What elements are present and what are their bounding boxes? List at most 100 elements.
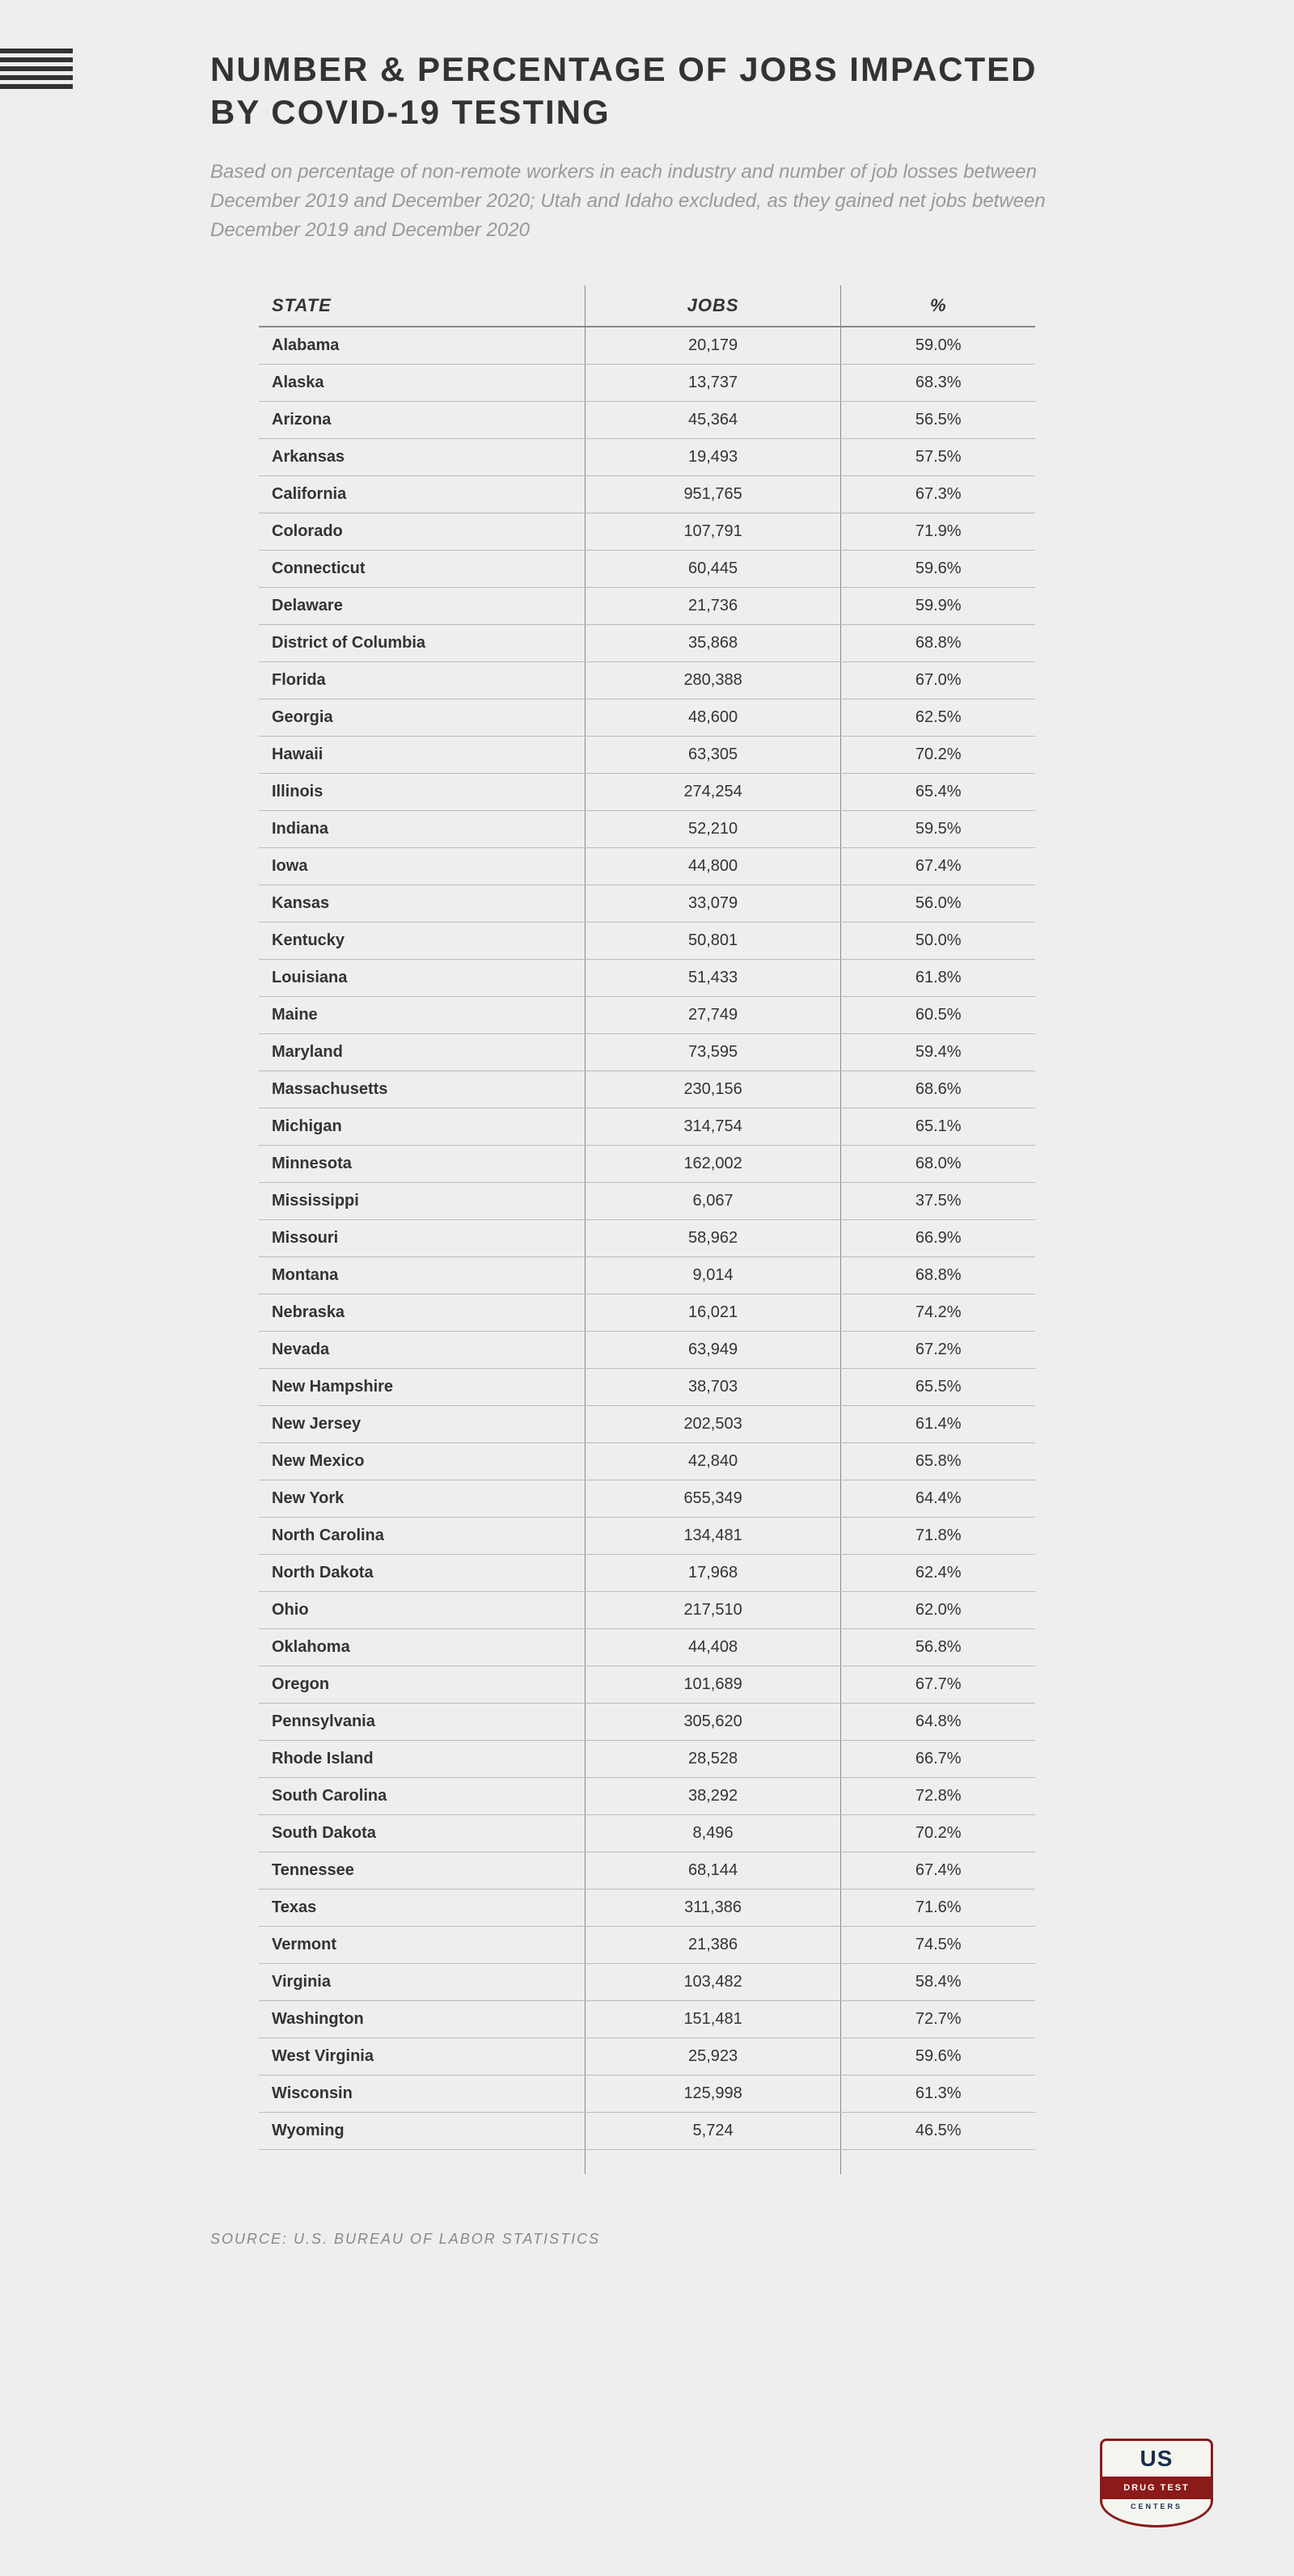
- jobs-cell: 33,079: [585, 885, 841, 923]
- jobs-cell: 16,021: [585, 1294, 841, 1332]
- table-row: District of Columbia35,86868.8%: [259, 625, 1035, 662]
- state-cell: Florida: [259, 662, 585, 699]
- state-cell: Colorado: [259, 513, 585, 551]
- percent-cell: 66.9%: [841, 1220, 1035, 1257]
- percent-cell: 57.5%: [841, 439, 1035, 476]
- state-cell: Iowa: [259, 848, 585, 885]
- percent-cell: 67.3%: [841, 476, 1035, 513]
- logo-text-banner: DRUG TEST: [1100, 2477, 1213, 2499]
- table-row: Michigan314,75465.1%: [259, 1109, 1035, 1146]
- state-cell: Connecticut: [259, 551, 585, 588]
- jobs-cell: 101,689: [585, 1666, 841, 1704]
- percent-cell: 59.0%: [841, 327, 1035, 365]
- percent-cell: 68.8%: [841, 625, 1035, 662]
- table-row: Alabama20,17959.0%: [259, 327, 1035, 365]
- page-title: NUMBER & PERCENTAGE OF JOBS IMPACTED BY …: [210, 49, 1084, 133]
- jobs-cell: 217,510: [585, 1592, 841, 1629]
- percent-cell: 67.7%: [841, 1666, 1035, 1704]
- col-header-state: STATE: [259, 285, 585, 327]
- state-cell: West Virginia: [259, 2038, 585, 2076]
- col-header-percent: %: [841, 285, 1035, 327]
- jobs-cell: 311,386: [585, 1890, 841, 1927]
- jobs-cell: 13,737: [585, 365, 841, 402]
- state-cell: Vermont: [259, 1927, 585, 1964]
- state-cell: Louisiana: [259, 960, 585, 997]
- table-row: Tennessee68,14467.4%: [259, 1852, 1035, 1890]
- table-row: Washington151,48172.7%: [259, 2001, 1035, 2038]
- percent-cell: 68.3%: [841, 365, 1035, 402]
- state-cell: Arizona: [259, 402, 585, 439]
- table-row: Hawaii63,30570.2%: [259, 737, 1035, 774]
- table-row: Mississippi6,06737.5%: [259, 1183, 1035, 1220]
- table-row: New York655,34964.4%: [259, 1480, 1035, 1518]
- jobs-cell: 9,014: [585, 1257, 841, 1294]
- state-cell: Nevada: [259, 1332, 585, 1369]
- state-cell: Maine: [259, 997, 585, 1034]
- percent-cell: 56.0%: [841, 885, 1035, 923]
- jobs-cell: 151,481: [585, 2001, 841, 2038]
- state-cell: South Carolina: [259, 1778, 585, 1815]
- tail-cell: [585, 2150, 841, 2174]
- table-row: Wyoming5,72446.5%: [259, 2113, 1035, 2150]
- jobs-cell: 951,765: [585, 476, 841, 513]
- jobs-cell: 21,386: [585, 1927, 841, 1964]
- jobs-cell: 125,998: [585, 2076, 841, 2113]
- table-header-row: STATE JOBS %: [259, 285, 1035, 327]
- state-cell: Alabama: [259, 327, 585, 365]
- state-cell: Oregon: [259, 1666, 585, 1704]
- jobs-cell: 25,923: [585, 2038, 841, 2076]
- jobs-cell: 38,292: [585, 1778, 841, 1815]
- jobs-cell: 8,496: [585, 1815, 841, 1852]
- tail-cell: [841, 2150, 1035, 2174]
- table-row: Nebraska16,02174.2%: [259, 1294, 1035, 1332]
- jobs-cell: 52,210: [585, 811, 841, 848]
- table-row: New Mexico42,84065.8%: [259, 1443, 1035, 1480]
- table-row: Delaware21,73659.9%: [259, 588, 1035, 625]
- table-row: Virginia103,48258.4%: [259, 1964, 1035, 2001]
- jobs-cell: 655,349: [585, 1480, 841, 1518]
- state-cell: Minnesota: [259, 1146, 585, 1183]
- state-cell: North Dakota: [259, 1555, 585, 1592]
- state-cell: Wyoming: [259, 2113, 585, 2150]
- table-row: Maine27,74960.5%: [259, 997, 1035, 1034]
- percent-cell: 60.5%: [841, 997, 1035, 1034]
- jobs-cell: 17,968: [585, 1555, 841, 1592]
- state-cell: Missouri: [259, 1220, 585, 1257]
- state-cell: Washington: [259, 2001, 585, 2038]
- jobs-cell: 27,749: [585, 997, 841, 1034]
- table-row: Massachusetts230,15668.6%: [259, 1071, 1035, 1109]
- table-row: Illinois274,25465.4%: [259, 774, 1035, 811]
- percent-cell: 68.0%: [841, 1146, 1035, 1183]
- table-row: Kansas33,07956.0%: [259, 885, 1035, 923]
- table-row: Pennsylvania305,62064.8%: [259, 1704, 1035, 1741]
- jobs-cell: 274,254: [585, 774, 841, 811]
- percent-cell: 62.0%: [841, 1592, 1035, 1629]
- jobs-cell: 305,620: [585, 1704, 841, 1741]
- jobs-cell: 38,703: [585, 1369, 841, 1406]
- state-cell: District of Columbia: [259, 625, 585, 662]
- logo-text-top: US: [1140, 2446, 1173, 2472]
- jobs-cell: 73,595: [585, 1034, 841, 1071]
- state-cell: Georgia: [259, 699, 585, 737]
- state-cell: Indiana: [259, 811, 585, 848]
- table-row: Wisconsin125,99861.3%: [259, 2076, 1035, 2113]
- jobs-cell: 63,949: [585, 1332, 841, 1369]
- percent-cell: 68.8%: [841, 1257, 1035, 1294]
- state-cell: Mississippi: [259, 1183, 585, 1220]
- table-row: Arizona45,36456.5%: [259, 402, 1035, 439]
- jobs-cell: 48,600: [585, 699, 841, 737]
- tail-cell: [259, 2150, 585, 2174]
- percent-cell: 62.4%: [841, 1555, 1035, 1592]
- percent-cell: 65.8%: [841, 1443, 1035, 1480]
- percent-cell: 58.4%: [841, 1964, 1035, 2001]
- state-cell: New Hampshire: [259, 1369, 585, 1406]
- state-cell: Illinois: [259, 774, 585, 811]
- table-row: South Carolina38,29272.8%: [259, 1778, 1035, 1815]
- percent-cell: 59.4%: [841, 1034, 1035, 1071]
- percent-cell: 64.8%: [841, 1704, 1035, 1741]
- state-cell: New York: [259, 1480, 585, 1518]
- jobs-cell: 5,724: [585, 2113, 841, 2150]
- percent-cell: 37.5%: [841, 1183, 1035, 1220]
- jobs-cell: 280,388: [585, 662, 841, 699]
- table-row: North Dakota17,96862.4%: [259, 1555, 1035, 1592]
